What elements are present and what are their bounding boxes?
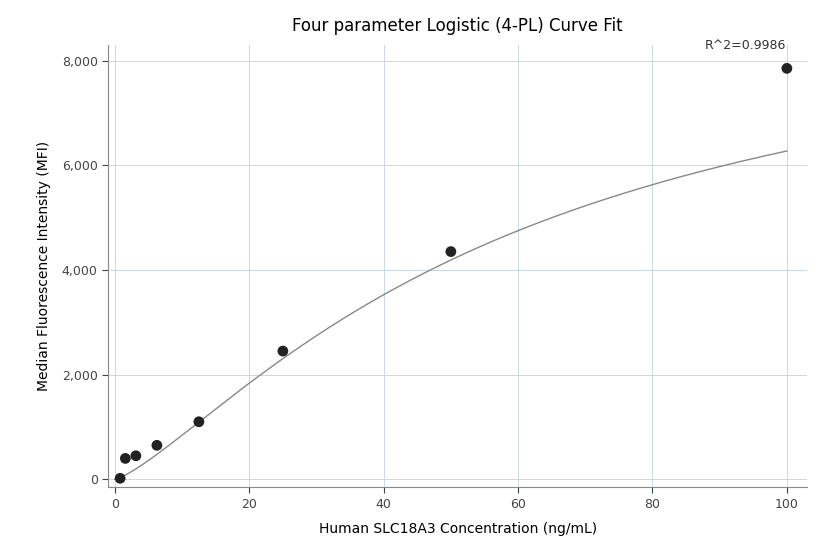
Y-axis label: Median Fluorescence Intensity (MFI): Median Fluorescence Intensity (MFI) <box>37 141 51 391</box>
Point <box>119 454 132 463</box>
Point <box>780 64 794 73</box>
Point <box>276 347 290 356</box>
Text: R^2=0.9986: R^2=0.9986 <box>705 39 786 52</box>
Point <box>129 451 142 460</box>
Point <box>151 441 164 450</box>
Point <box>444 247 458 256</box>
Point <box>192 417 206 426</box>
Title: Four parameter Logistic (4-PL) Curve Fit: Four parameter Logistic (4-PL) Curve Fit <box>292 17 623 35</box>
Point <box>113 474 126 483</box>
X-axis label: Human SLC18A3 Concentration (ng/mL): Human SLC18A3 Concentration (ng/mL) <box>319 522 597 536</box>
